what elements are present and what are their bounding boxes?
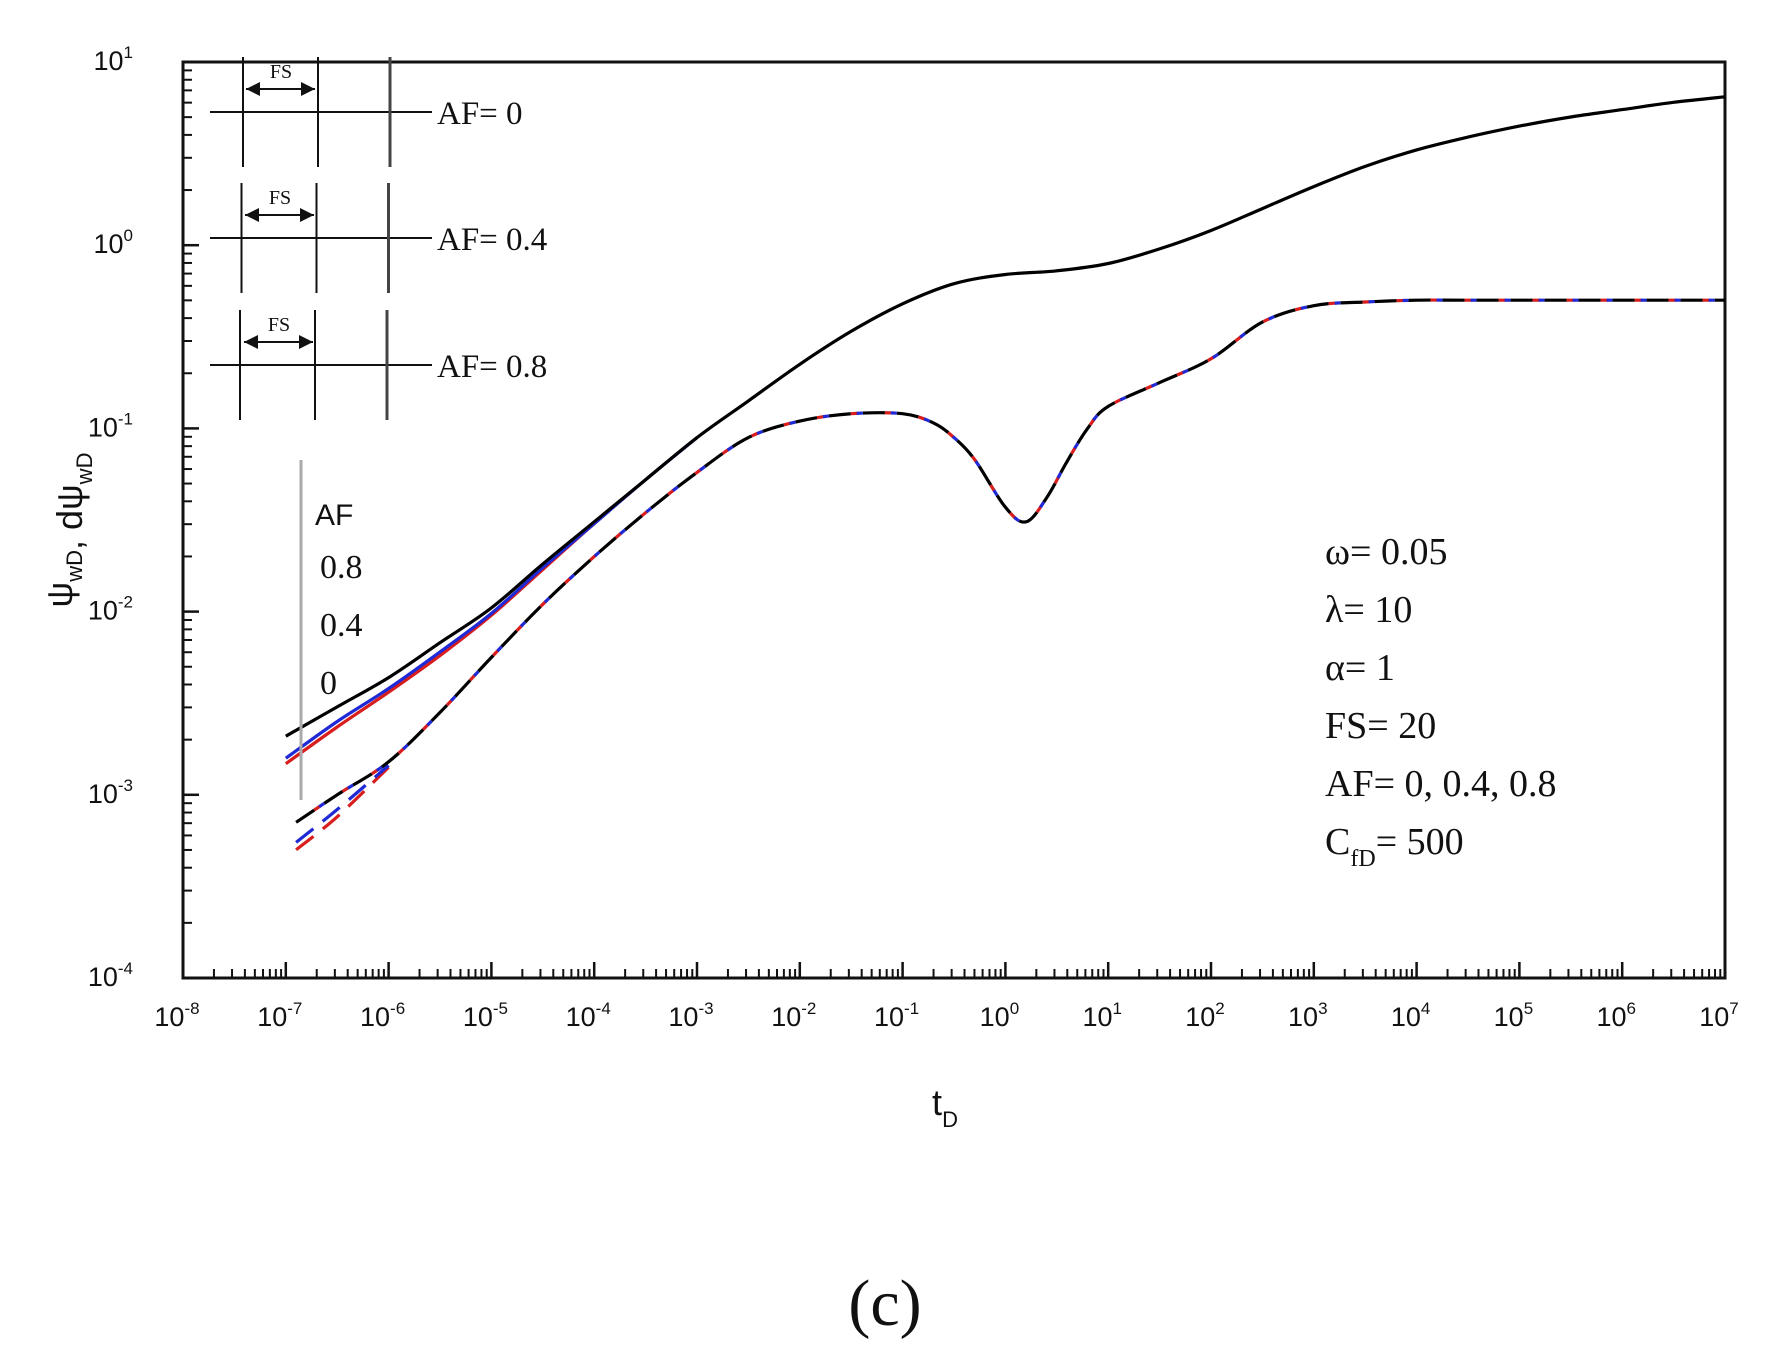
fracture-schematic: FS AF= 0 FS AF= 0.4 FS AF= 0.8 — [210, 57, 547, 420]
fs-label: FS — [268, 314, 290, 336]
minor-ticks — [183, 69, 1722, 978]
legend: AF 0.8 0.4 0 — [299, 460, 363, 800]
x-axis-title: tD — [932, 1082, 958, 1132]
series-line-overlap-red — [295, 298, 1725, 824]
fs-label: FS — [270, 61, 292, 83]
series-line — [295, 298, 1725, 824]
x-tick-label: 10-1 — [874, 999, 919, 1032]
series-line — [285, 95, 1726, 738]
parameter-line: FS= 20 — [1325, 705, 1436, 747]
legend-entry: 0.4 — [320, 607, 363, 644]
y-tick-labels: 10-4 10-3 10-2 10-1 100 101 — [88, 43, 133, 992]
plot-area — [181, 60, 1727, 980]
legend-title: AF — [315, 499, 353, 532]
y-tick-label: 10-2 — [88, 593, 133, 626]
fs-arrow-head-right — [299, 335, 313, 349]
y-tick-label: 101 — [93, 43, 133, 76]
schematic-row: FS AF= 0 — [210, 57, 523, 167]
y-tick-label: 10-3 — [88, 776, 133, 809]
x-tick-label: 10-5 — [463, 999, 508, 1032]
series-layer — [284, 95, 1726, 852]
af-label: AF= 0 — [437, 96, 523, 132]
x-tick-label: 106 — [1596, 999, 1636, 1032]
x-tick-label: 10-6 — [360, 999, 405, 1032]
parameter-line: α= 1 — [1325, 647, 1395, 689]
parameter-line: λ= 10 — [1325, 589, 1412, 631]
x-tick-label: 104 — [1391, 999, 1431, 1032]
fs-arrow-head-left — [246, 82, 260, 96]
af-label: AF= 0.8 — [437, 349, 547, 385]
parameter-line: ω= 0.05 — [1325, 531, 1447, 573]
parameter-annotation: ω= 0.05 λ= 10 α= 1 FS= 20 AF= 0, 0.4, 0.8 CfD… — [1325, 531, 1557, 872]
schematic-row: FS AF= 0.4 — [210, 183, 547, 293]
af-label: AF= 0.4 — [437, 222, 547, 258]
fs-label: FS — [269, 187, 291, 209]
fs-arrow-head-left — [244, 335, 258, 349]
x-tick-label: 10-3 — [668, 999, 713, 1032]
figure-caption: (c) — [848, 1267, 921, 1340]
major-ticks — [181, 60, 1727, 980]
fs-arrow-head-left — [245, 208, 259, 222]
x-tick-label: 100 — [980, 999, 1020, 1032]
fs-arrow-head-right — [301, 82, 315, 96]
y-axis-title: ψwD, dψwD — [39, 453, 97, 608]
x-tick-label: 10-7 — [257, 999, 302, 1032]
series-line — [284, 436, 699, 760]
y-tick-label: 10-1 — [88, 409, 133, 442]
legend-entry: 0.8 — [320, 549, 363, 586]
x-tick-label: 102 — [1185, 999, 1225, 1032]
parameter-line: CfD= 500 — [1325, 821, 1464, 872]
x-tick-label: 10-8 — [154, 999, 199, 1032]
x-tick-label: 10-2 — [771, 999, 816, 1032]
x-tick-label: 105 — [1494, 999, 1534, 1032]
fs-arrow-head-right — [300, 208, 314, 222]
y-tick-label: 10-4 — [88, 959, 133, 992]
y-tick-label: 100 — [93, 226, 133, 259]
series-line — [295, 766, 390, 852]
schematic-row: FS AF= 0.8 — [210, 310, 547, 420]
x-tick-label: 10-4 — [566, 999, 611, 1032]
parameter-line: AF= 0, 0.4, 0.8 — [1325, 763, 1557, 805]
legend-entry: 0 — [320, 665, 337, 702]
x-tick-label: 103 — [1288, 999, 1328, 1032]
x-tick-label: 107 — [1699, 999, 1739, 1032]
series-line — [295, 764, 390, 844]
x-tick-label: 101 — [1082, 999, 1122, 1032]
x-tick-labels: 10-8 10-7 10-6 10-5 10-4 10-3 10-2 10-1 100 101 10… — [154, 999, 1738, 1032]
